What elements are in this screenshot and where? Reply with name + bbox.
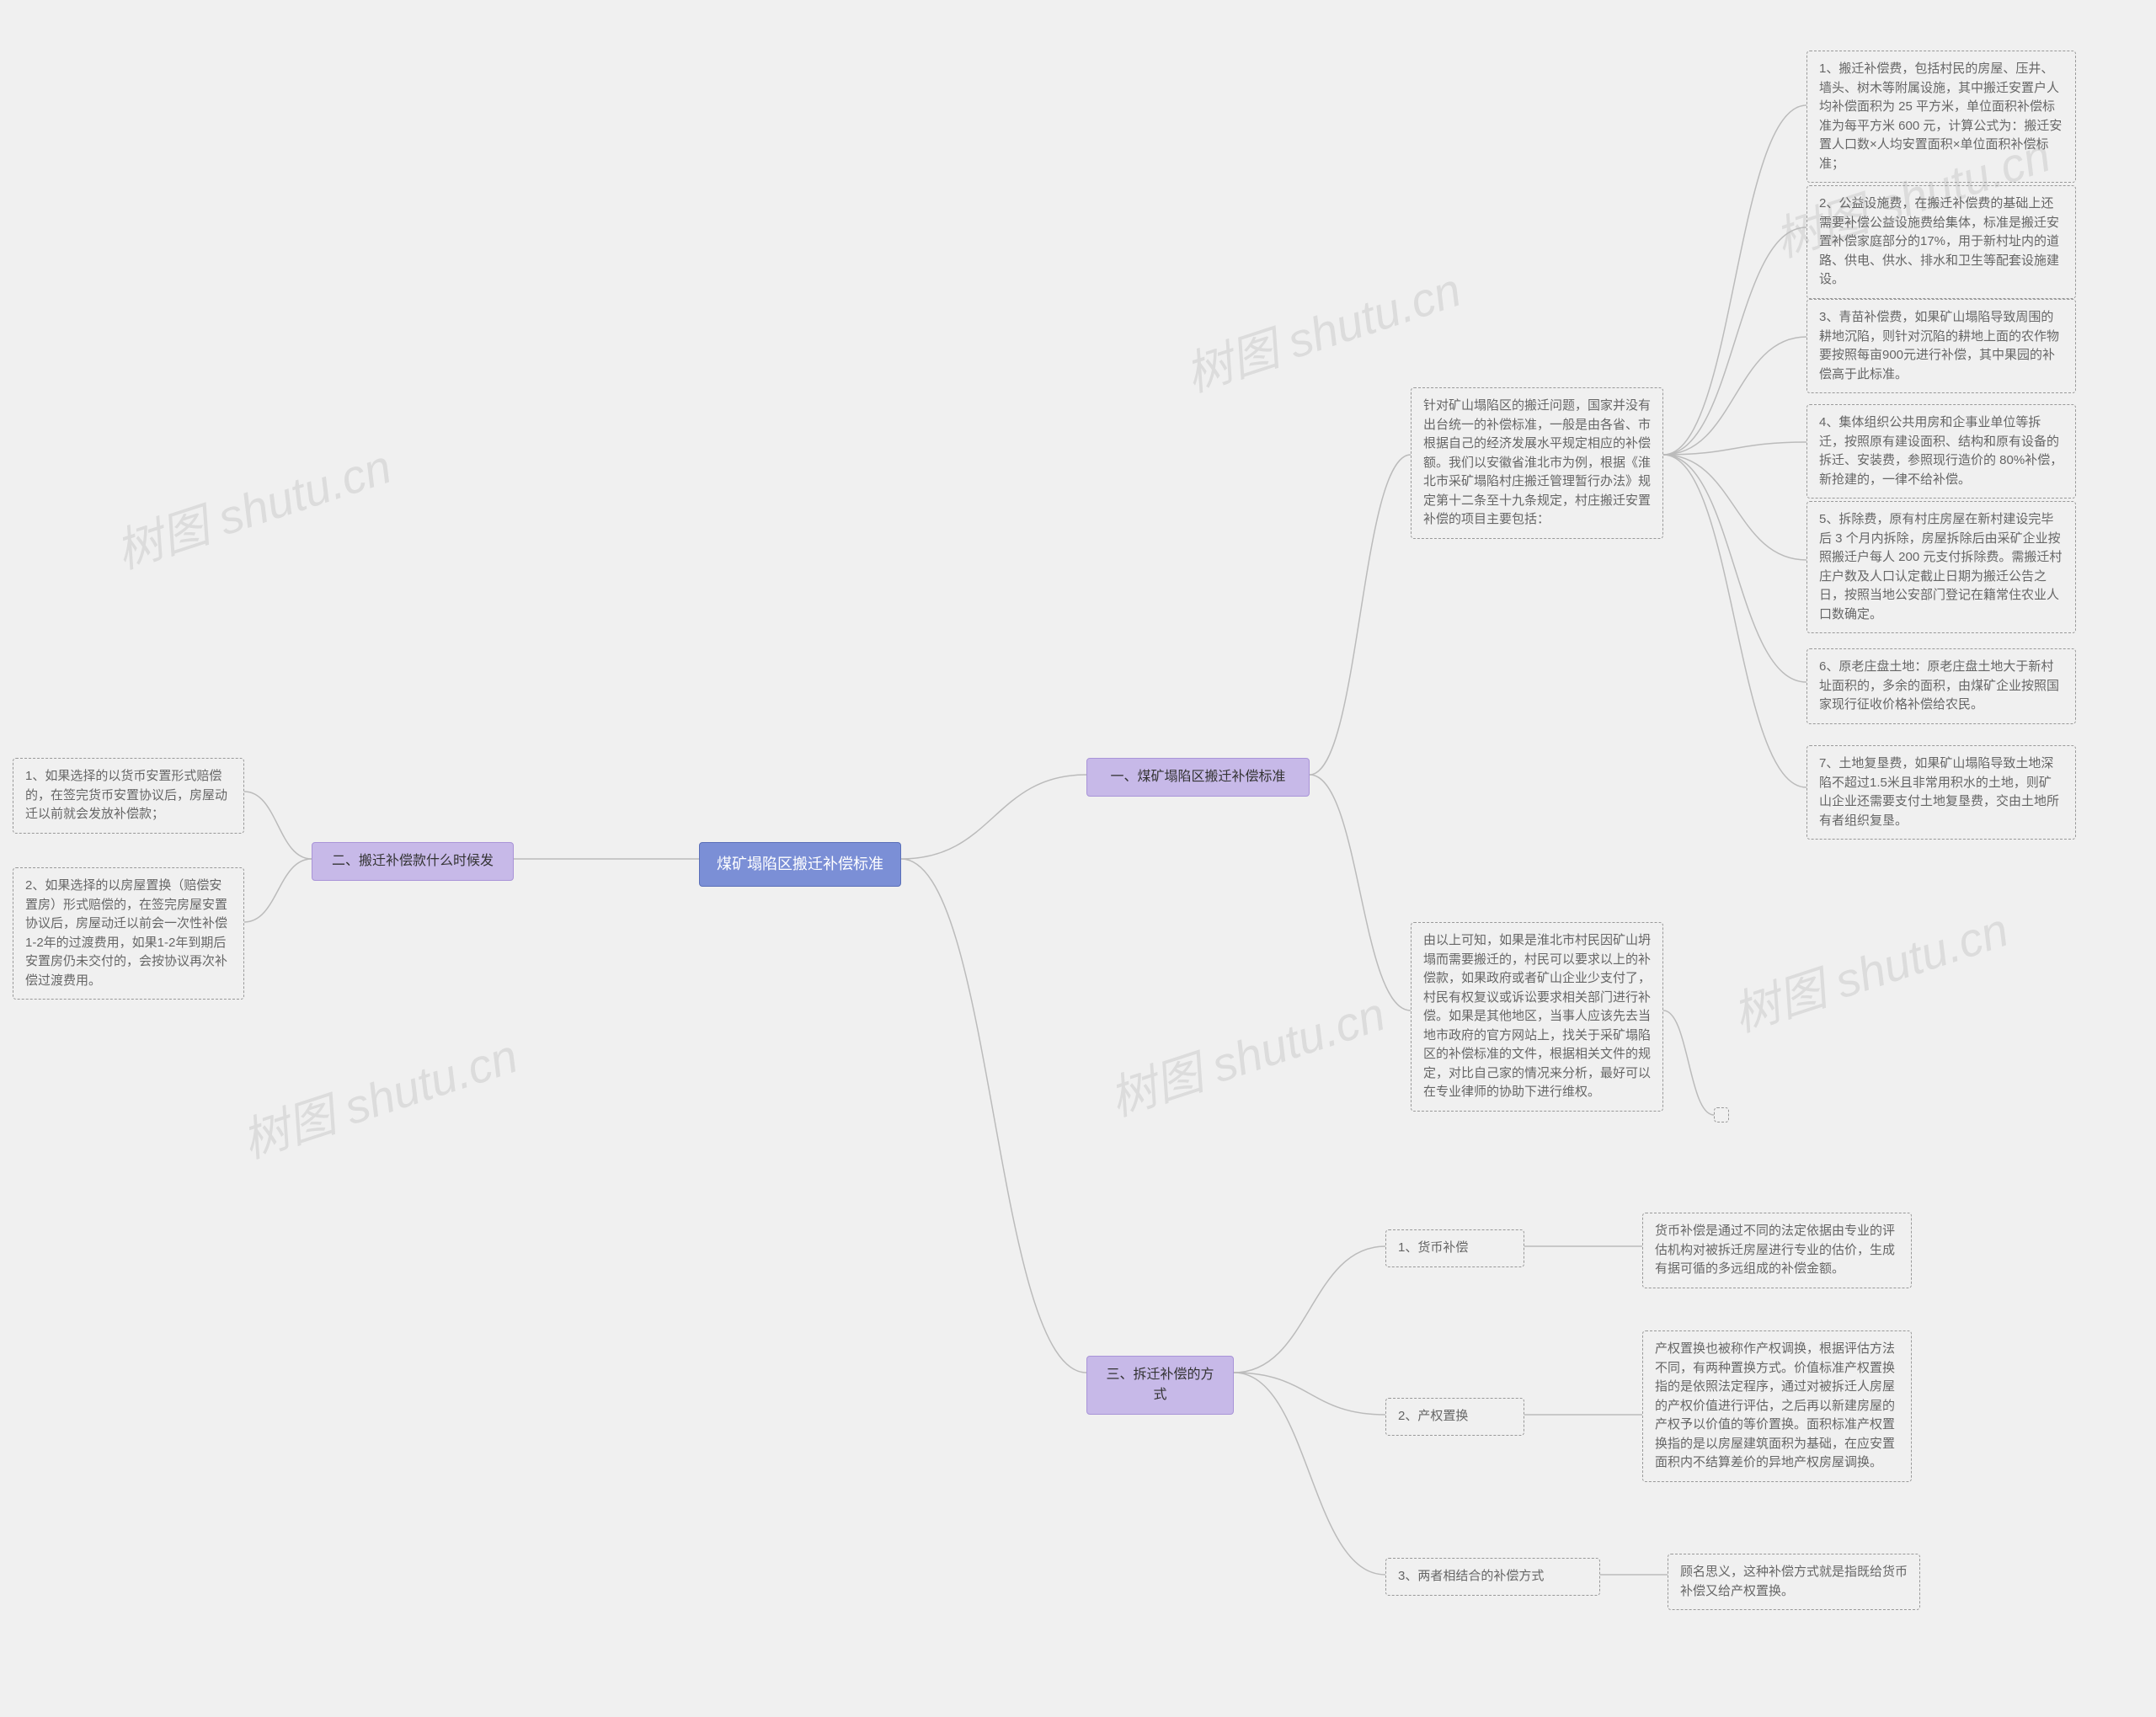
- branch-3[interactable]: 三、拆迁补偿的方式: [1086, 1356, 1234, 1415]
- b2-item-1: 1、如果选择的以货币安置形式赔偿的，在签完货币安置协议后，房屋动迁以前就会发放补…: [13, 758, 244, 834]
- b3-text-1: 货币补偿是通过不同的法定依据由专业的评估机构对被拆迁房屋进行专业的估价，生成有据…: [1642, 1213, 1912, 1288]
- b3-text-3: 顾名思义，这种补偿方式就是指既给货币补偿又给产权置换。: [1668, 1554, 1920, 1610]
- b1-item-6: 6、原老庄盘土地：原老庄盘土地大于新村址面积的，多余的面积，由煤矿企业按照国家现…: [1806, 648, 2076, 724]
- watermark: 树图 shutu.cn: [106, 429, 399, 583]
- watermark: 树图 shutu.cn: [1723, 893, 2016, 1046]
- b1-item-7: 7、土地复垦费，如果矿山塌陷导致土地深陷不超过1.5米且非常用积水的土地，则矿山…: [1806, 745, 2076, 840]
- b2-item-2: 2、如果选择的以房屋置换（赔偿安置房）形式赔偿的，在签完房屋安置协议后，房屋动迁…: [13, 867, 244, 1000]
- b1-item-1: 1、搬迁补偿费，包括村民的房屋、压井、墙头、树木等附属设施，其中搬迁安置户人均补…: [1806, 51, 2076, 183]
- b1-item-2: 2、公益设施费，在搬迁补偿费的基础上还需要补偿公益设施费给集体，标准是搬迁安置补…: [1806, 185, 2076, 299]
- b3-text-2: 产权置换也被称作产权调换，根据评估方法不同，有两种置换方式。价值标准产权置换指的…: [1642, 1330, 1912, 1482]
- b1-summary-placeholder: [1714, 1107, 1729, 1122]
- b1-item-3: 3、青苗补偿费，如果矿山塌陷导致周围的耕地沉陷，则针对沉陷的耕地上面的农作物要按…: [1806, 299, 2076, 393]
- b1-item-4: 4、集体组织公共用房和企事业单位等拆迁，按照原有建设面积、结构和原有设备的拆迁、…: [1806, 404, 2076, 499]
- branch-1-summary: 由以上可知，如果是淮北市村民因矿山坍塌而需要搬迁的，村民可以要求以上的补偿款，如…: [1411, 922, 1663, 1112]
- branch-2[interactable]: 二、搬迁补偿款什么时候发: [312, 842, 514, 881]
- b3-label-3: 3、两者相结合的补偿方式: [1385, 1558, 1600, 1596]
- branch-1[interactable]: 一、煤矿塌陷区搬迁补偿标准: [1086, 758, 1310, 797]
- branch-1-intro: 针对矿山塌陷区的搬迁问题，国家并没有出台统一的补偿标准，一般是由各省、市根据自己…: [1411, 387, 1663, 539]
- b1-item-5: 5、拆除费，原有村庄房屋在新村建设完毕后 3 个月内拆除，房屋拆除后由采矿企业按…: [1806, 501, 2076, 633]
- b3-label-2: 2、产权置换: [1385, 1398, 1524, 1436]
- root-node[interactable]: 煤矿塌陷区搬迁补偿标准: [699, 842, 901, 887]
- watermark: 树图 shutu.cn: [1176, 253, 1469, 406]
- b3-label-1: 1、货币补偿: [1385, 1229, 1524, 1267]
- watermark: 树图 shutu.cn: [1100, 977, 1393, 1130]
- watermark: 树图 shutu.cn: [232, 1019, 526, 1172]
